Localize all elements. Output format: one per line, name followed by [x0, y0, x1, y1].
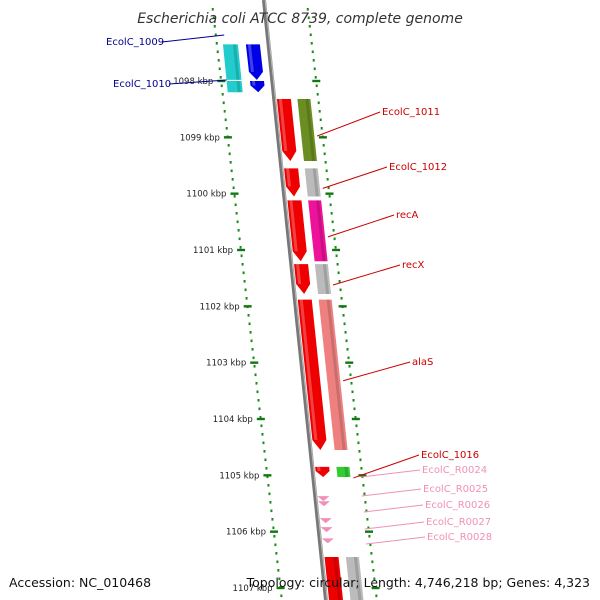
- rna-feature-EcolC_R0028: [321, 538, 334, 544]
- ruler-tick-left: [270, 530, 279, 533]
- gene-features: [222, 44, 364, 600]
- gene-label-EcolC_R0024: EcolC_R0024: [422, 465, 487, 476]
- ruler-tick-right: [318, 136, 327, 139]
- gene-label-EcolC_R0026: EcolC_R0026: [425, 500, 490, 511]
- ruler-label: 1099 kbp: [180, 133, 220, 143]
- cog-bar-EcolC_1009: [222, 44, 242, 80]
- ruler-tick-left: [237, 248, 246, 252]
- gene-label-EcolC_R0028: EcolC_R0028: [427, 532, 492, 543]
- ruler-label: 1105 kbp: [219, 471, 259, 481]
- gene-arrow-EcolC_1011: [276, 99, 297, 161]
- gene-arrow-EcolC_1016: [315, 466, 330, 478]
- gene-arrow-recX: [294, 264, 311, 294]
- rna-feature-EcolC_R0025: [317, 501, 330, 507]
- ruler-tick-left: [250, 361, 259, 364]
- ruler-tick-right: [325, 192, 334, 195]
- gene-arrow-recA: [287, 200, 307, 262]
- rna-feature-EcolC_R0024: [317, 496, 330, 502]
- gene-arrow-EcolC_1012: [284, 168, 300, 197]
- cog-bar-recA: [308, 200, 328, 262]
- accession-label: Accession: NC_010468: [9, 575, 152, 590]
- cog-partial-bottom: [345, 557, 364, 600]
- ruler-tick-right: [351, 417, 360, 421]
- cog-bar-recX: [314, 264, 332, 294]
- ruler-tick-left: [230, 192, 239, 195]
- ruler-tick-left: [243, 305, 252, 308]
- gene-label-EcolC_1016: EcolC_1016: [421, 450, 479, 461]
- cog-bar-EcolC_1010: [226, 81, 243, 93]
- gene-arrow-EcolC_1009: [245, 44, 263, 80]
- gene-label-EcolC_R0025: EcolC_R0025: [423, 484, 488, 495]
- gene-arrow-EcolC_1010: [249, 81, 265, 93]
- ruler-tick-right: [365, 530, 374, 533]
- ruler-tick-right: [338, 305, 347, 308]
- cog-bar-EcolC_1011: [297, 99, 317, 161]
- ruler-label: 1107 kbp: [233, 584, 273, 594]
- gene-label-EcolC_1012: EcolC_1012: [389, 162, 447, 173]
- genome-backbone: [261, 0, 328, 600]
- ruler-tick-left: [256, 417, 265, 421]
- ruler-label: 1104 kbp: [213, 415, 253, 425]
- rna-feature-EcolC_R0026: [319, 518, 332, 524]
- rna-feature-EcolC_R0027: [320, 527, 333, 533]
- ruler-label: 1106 kbp: [226, 528, 266, 538]
- gene-partial-bottom: [324, 557, 343, 600]
- cog-bar-EcolC_1016: [336, 466, 351, 478]
- gene-label-EcolC_1011: EcolC_1011: [382, 107, 440, 118]
- ruler-tick-left: [223, 136, 232, 139]
- gene-label-EcolC_R0027: EcolC_R0027: [426, 517, 491, 528]
- ruler-label: 1103 kbp: [206, 359, 246, 369]
- map-title: Escherichia coli ATCC 8739, complete gen…: [137, 11, 463, 27]
- ruler-tick-right: [332, 248, 341, 252]
- gene-label-EcolC_1009: EcolC_1009: [106, 37, 164, 48]
- gene-label-alaS: alaS: [412, 357, 433, 368]
- gene-arrow-alaS: [297, 299, 327, 450]
- ruler-tick-left: [217, 79, 226, 83]
- ruler-tick-left: [276, 586, 285, 590]
- cog-bar-alaS: [318, 299, 348, 450]
- cog-bar-EcolC_1012: [304, 168, 321, 197]
- ruler-label: 1100 kbp: [186, 190, 226, 200]
- backbone-line: [261, 0, 328, 600]
- ruler-label: 1101 kbp: [193, 246, 233, 256]
- ruler-label: 1102 kbp: [200, 302, 240, 312]
- gene-label-EcolC_1010: EcolC_1010: [113, 79, 171, 90]
- ruler-tick-right: [345, 361, 354, 364]
- genome-summary: Topology: circular; Length: 4,746,218 bp…: [246, 575, 590, 590]
- gene-label-recA: recA: [396, 210, 419, 221]
- gene-label-recX: recX: [402, 260, 425, 271]
- ruler-tick-right: [312, 79, 321, 83]
- ruler-tick-left: [263, 474, 272, 477]
- gene-labels: EcolC_1009 EcolC_1010 EcolC_1011 EcolC_1012…: [106, 34, 492, 545]
- ruler-tick-right: [371, 586, 380, 590]
